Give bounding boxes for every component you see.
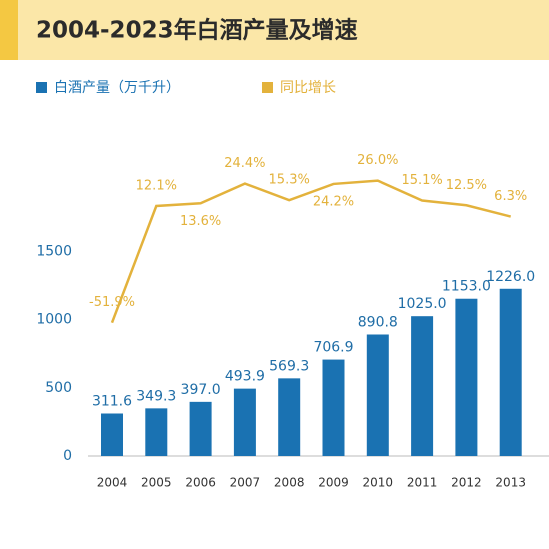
bar <box>278 378 301 456</box>
bar <box>145 408 168 456</box>
line-value-label: 15.1% <box>401 173 442 188</box>
chart-title: 2004-2023年白酒产量及增速 <box>36 17 358 44</box>
line-value-label: 24.2% <box>313 194 354 209</box>
bar-value-label: 1226.0 <box>486 269 535 285</box>
x-tick-label: 2007 <box>230 476 261 490</box>
legend-swatch <box>36 82 47 93</box>
y-tick-label: 0 <box>63 448 72 464</box>
x-tick-label: 2005 <box>141 476 172 490</box>
legend-label: 白酒产量（万千升） <box>54 80 180 96</box>
line-value-label: 24.4% <box>224 156 265 171</box>
bar-value-label: 493.9 <box>225 369 265 385</box>
x-tick-label: 2011 <box>407 476 438 490</box>
y-tick-label: 1000 <box>36 312 72 328</box>
bar <box>411 316 434 456</box>
bar <box>455 298 478 456</box>
line-value-label: 13.6% <box>180 214 221 229</box>
bar-value-label: 311.6 <box>92 393 132 409</box>
growth-line <box>110 179 512 324</box>
y-tick-label: 1500 <box>36 243 72 259</box>
bar-value-label: 706.9 <box>313 340 353 356</box>
x-tick-label: 2006 <box>185 476 216 490</box>
bar <box>233 388 256 456</box>
line-value-label: 6.3% <box>494 189 527 204</box>
header-stripe <box>0 0 18 60</box>
bar-value-label: 569.3 <box>269 358 309 374</box>
x-tick-label: 2008 <box>274 476 305 490</box>
x-tick-label: 2010 <box>363 476 394 490</box>
x-tick-label: 2012 <box>451 476 482 490</box>
bar <box>189 401 212 456</box>
bar-value-label: 1153.0 <box>442 279 491 295</box>
header-band <box>0 0 549 60</box>
legend-label: 同比增长 <box>280 80 336 96</box>
bar-value-label: 890.8 <box>358 314 398 330</box>
x-tick-label: 2013 <box>495 476 526 490</box>
x-tick-label: 2009 <box>318 476 349 490</box>
line-value-label: -51.9% <box>89 295 135 310</box>
line-value-label: 12.1% <box>136 178 177 193</box>
bar-value-label: 1025.0 <box>398 296 447 312</box>
line-value-label: 15.3% <box>269 173 310 188</box>
bar <box>322 359 345 456</box>
legend-swatch <box>262 82 273 93</box>
line-value-label: 26.0% <box>357 153 398 168</box>
bar <box>101 413 123 456</box>
bar <box>366 334 389 456</box>
line-value-label: 12.5% <box>446 178 487 193</box>
bar-value-label: 397.0 <box>181 382 221 398</box>
y-tick-label: 500 <box>45 380 72 396</box>
bar <box>499 288 522 456</box>
bar-value-label: 349.3 <box>136 388 176 404</box>
x-tick-label: 2004 <box>97 476 128 490</box>
